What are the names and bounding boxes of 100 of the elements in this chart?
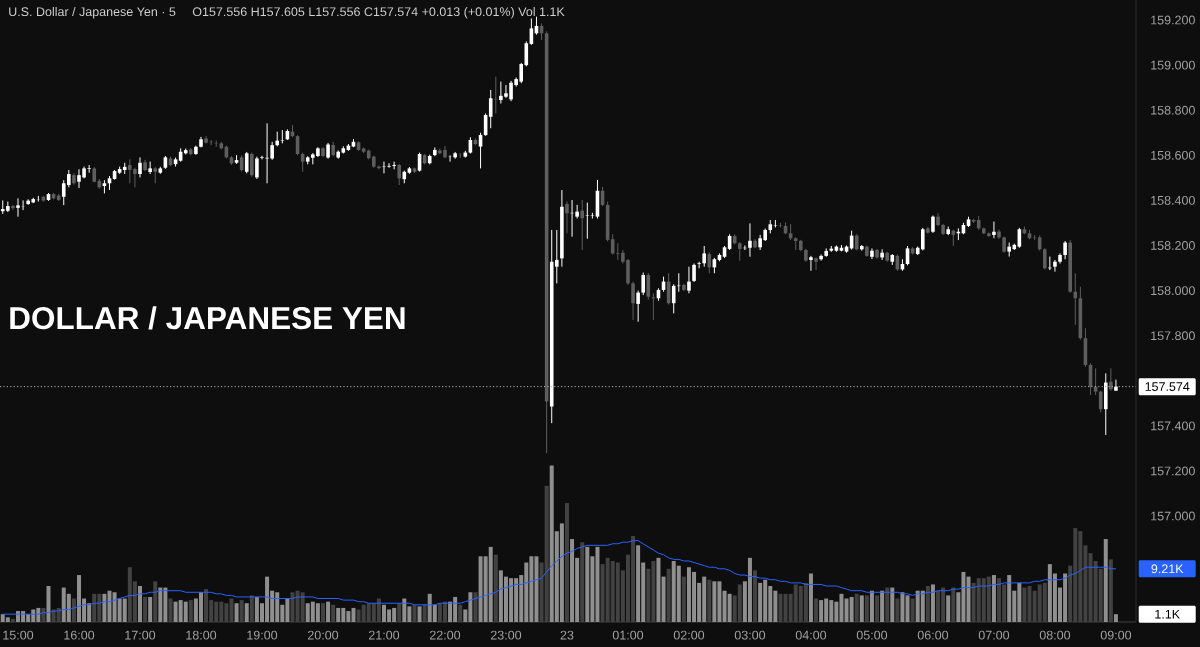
candlestick [880,248,884,261]
candlestick [524,40,529,67]
bar [458,604,463,622]
bar [864,595,869,622]
candlestick [1053,259,1057,273]
bar [875,595,880,622]
bar [320,603,325,622]
bar [137,586,142,622]
bar [158,587,163,622]
bar [46,586,51,622]
candlestick [544,30,549,454]
y-tick-label: 157.400 [1151,421,1195,431]
candlestick [244,151,249,174]
bar [92,593,97,622]
bar [326,601,331,622]
bar [1042,582,1047,622]
bar [559,523,564,622]
bar [422,604,427,622]
bar [895,598,900,622]
candlestick [1042,247,1047,270]
y-tick-label: 158.600 [1151,150,1195,160]
candlestick [387,162,391,169]
candlestick [610,233,615,256]
bar [1022,587,1027,622]
bar [148,596,153,622]
x-tick-label: 03:00 [734,630,766,640]
bar [234,603,239,622]
x-tick-label: 07:00 [978,630,1010,640]
bar [448,601,453,622]
bar [412,604,417,622]
bar [300,592,305,622]
bar [991,575,996,622]
x-tick-label: 23 [560,630,574,640]
bar [1007,575,1012,622]
bar [143,596,148,622]
text: DOLLAR / JAPANESE YEN [10,306,405,330]
x-tick-label: 09:00 [1100,630,1132,640]
candlestick [1114,379,1118,392]
y-tick-label: 158.200 [1151,241,1195,250]
candlestick [605,201,610,242]
bar [1113,614,1118,622]
x-tick-label: 15:00 [3,630,34,640]
x-tick-label: 04:00 [795,630,827,640]
bar [244,603,249,622]
candlestick [138,156,142,178]
bar [808,573,813,622]
bar [290,592,295,622]
candlestick [702,245,707,268]
candlestick [397,163,402,186]
annotation: O157.556 H157.605 L157.556 C157.574 +0.013 (+0.01%) Vol 1.1K [192,6,565,19]
bar [71,598,76,622]
bar [442,601,447,622]
candlestick [920,227,925,251]
candlestick [392,161,396,170]
bar [570,539,575,622]
bar [712,581,717,622]
x-tick-label: 06:00 [917,630,949,640]
bar [930,584,935,622]
bar [819,600,824,622]
candlestick [1068,239,1072,294]
bar [951,587,956,622]
bar [249,595,254,622]
bar [661,576,666,622]
ref-line-label: 157.574 [1145,382,1190,391]
bar [239,600,244,622]
bar [910,598,915,622]
bar [747,557,752,622]
text: 9.21K [1151,564,1184,574]
bar [707,579,712,622]
x-tick-label: 16:00 [64,630,95,640]
bar [676,565,681,622]
bar [417,606,422,622]
bar [331,604,336,622]
candlestick [260,155,264,160]
candlestick [1088,362,1093,396]
text: U.S. Dollar / Japanese Yen · 5 [9,6,176,19]
bar [580,542,585,622]
x-tick-label: 08:00 [1039,630,1071,640]
bar [727,593,732,622]
candlestick [1063,240,1067,260]
bar [564,503,569,622]
bar [936,590,941,622]
candlestick [1109,367,1113,392]
x-tick-label: 20:00 [307,630,339,640]
candlestick [1103,372,1108,436]
y-tick-label: 157.000 [1151,511,1195,521]
x-tick-label: 23:00 [490,630,522,640]
candlestick [631,281,635,321]
bar [778,593,783,622]
candlestick [651,292,656,321]
x-tick-label: 21:00 [368,630,400,640]
candlestick [819,254,823,262]
candlestick [1083,327,1088,368]
bar [966,576,971,622]
candlestick [814,256,818,271]
candlestick [560,189,564,268]
bar [880,590,885,622]
candlestick [270,141,274,161]
bar [544,485,549,622]
candlestick [641,272,646,296]
